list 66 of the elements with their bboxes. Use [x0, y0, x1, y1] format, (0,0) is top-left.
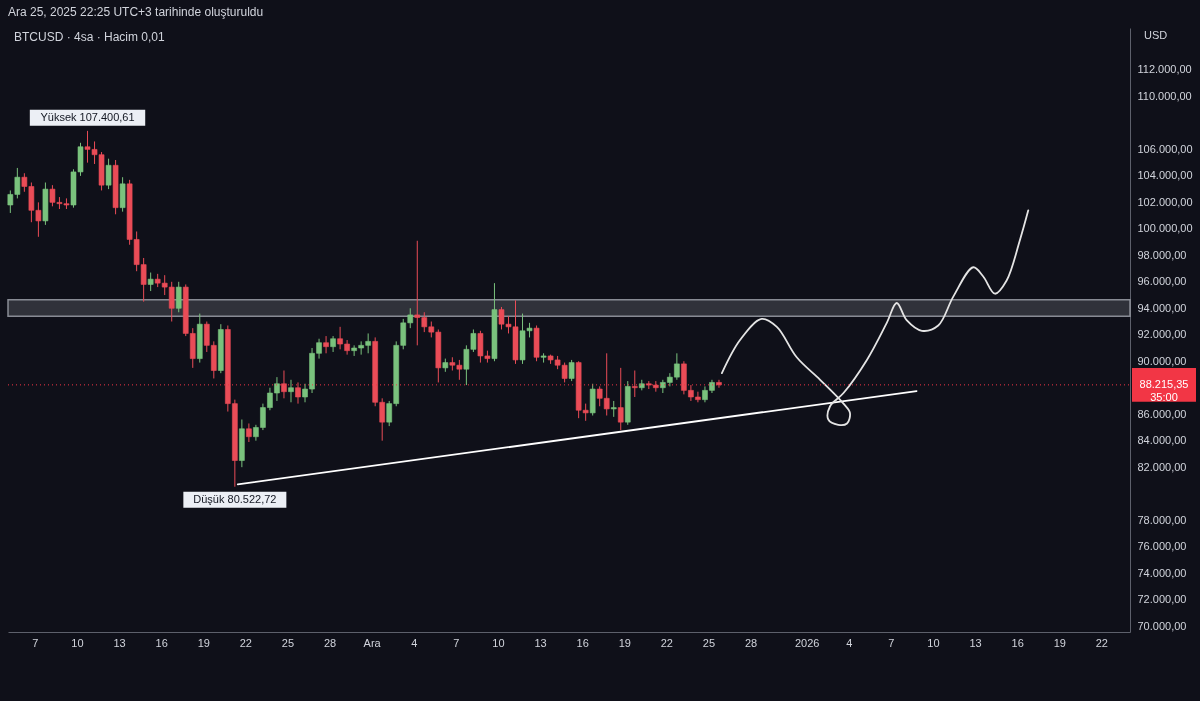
y-tick-label: 102.000,00 — [1137, 195, 1193, 208]
chart-title: Ara 25, 2025 22:25 UTC+3 tarihinde oluşturuldu — [8, 5, 264, 19]
candlestick — [105, 158, 112, 190]
y-tick-label: 90.000,00 — [1137, 354, 1187, 367]
candlestick — [119, 176, 126, 213]
x-tick-label: 25 — [281, 636, 295, 649]
y-tick-label: 86.000,00 — [1137, 407, 1187, 420]
y-tick-label: 74.000,00 — [1137, 566, 1187, 579]
y-tick-label: 106.000,00 — [1137, 142, 1193, 155]
x-tick-label: 7 — [32, 636, 39, 649]
x-tick-label: 19 — [197, 636, 210, 649]
ref-line-label: 88.215,35 35:00 — [1139, 377, 1189, 403]
x-tick-label: 22 — [239, 636, 252, 649]
candlestick — [716, 379, 722, 389]
candlestick — [288, 379, 294, 403]
x-tick-label: 7 — [888, 636, 895, 649]
x-tick-label: 7 — [453, 636, 460, 649]
y-tick-label: 110.000,00 — [1137, 89, 1192, 102]
y-tick-label: 78.000,00 — [1137, 513, 1187, 526]
x-tick-label: 25 — [702, 636, 716, 649]
x-tick-label: 2026 — [794, 636, 820, 649]
y-tick-label: 82.000,00 — [1137, 460, 1187, 473]
candlestick — [617, 367, 624, 431]
y-tick-label: 92.000,00 — [1137, 328, 1187, 341]
x-tick-label: 4 — [846, 636, 853, 649]
candlestick — [295, 381, 301, 405]
x-tick-label: 4 — [411, 636, 418, 649]
y-tick-label: 100.000,00 — [1137, 222, 1193, 235]
x-tick-label: 13 — [534, 636, 547, 649]
line-series — [720, 209, 1030, 426]
candlestick — [631, 370, 638, 398]
x-tick-label: 28 — [744, 636, 758, 649]
x-tick-label: 16 — [155, 636, 168, 649]
candlestick — [147, 272, 154, 292]
y-tick-label: 98.000,00 — [1137, 248, 1187, 261]
x-tick-label: 10 — [71, 636, 84, 649]
x-tick-label: 13 — [113, 636, 126, 649]
y-tick-label: 70.000,00 — [1137, 619, 1187, 632]
candlestick — [589, 383, 596, 417]
y-tick-label: 96.000,00 — [1137, 275, 1187, 288]
x-tick-label: Ara — [363, 636, 382, 649]
x-tick-label: 28 — [323, 636, 337, 649]
x-tick-label: 10 — [492, 636, 505, 649]
candlestick — [323, 335, 329, 354]
y-tick-label: 76.000,00 — [1137, 540, 1187, 553]
chart-subtitle: BTCUSD · 4sa · Hacim 0,01 — [14, 30, 166, 44]
candlestick — [246, 422, 252, 443]
y-axis-title: USD — [1144, 29, 1168, 41]
y-tick-label: 104.000,00 — [1137, 169, 1193, 182]
x-tick-label: 16 — [1011, 636, 1024, 649]
x-tick-label: 16 — [576, 636, 589, 649]
annotation: Düşük 80.522,72 — [193, 492, 277, 505]
x-tick-label: 10 — [927, 636, 940, 649]
y-tick-label: 84.000,00 — [1137, 434, 1187, 447]
candlestick — [175, 281, 182, 313]
x-tick-label: 19 — [1053, 636, 1066, 649]
x-tick-label: 22 — [660, 636, 673, 649]
x-tick-label: 19 — [618, 636, 631, 649]
x-tick-label: 22 — [1095, 636, 1108, 649]
annotation: Yüksek 107.400,61 — [40, 110, 135, 123]
y-tick-label: 94.000,00 — [1137, 301, 1187, 314]
candlestick — [568, 359, 575, 382]
y-tick-label: 72.000,00 — [1137, 593, 1187, 606]
candlestick — [281, 370, 287, 399]
x-tick-label: 13 — [969, 636, 982, 649]
y-tick-label: 112.000,00 — [1137, 63, 1192, 76]
